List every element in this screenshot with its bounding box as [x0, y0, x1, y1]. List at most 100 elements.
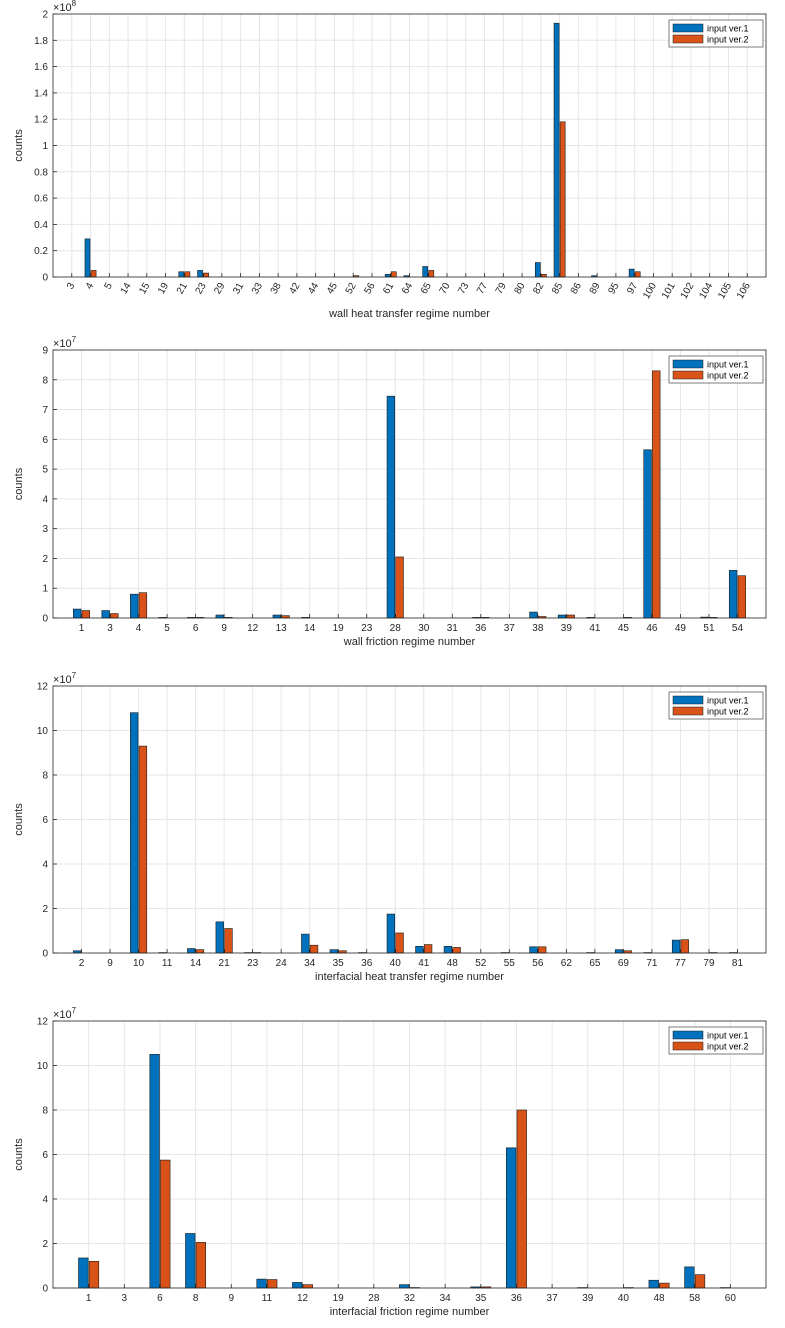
x-tick-label: 23 — [361, 623, 373, 634]
x-tick-label: 41 — [418, 958, 430, 969]
x-tick-label: 8 — [193, 1293, 199, 1304]
x-tick-label: 69 — [618, 958, 630, 969]
x-tick-label: 11 — [162, 958, 173, 969]
x-tick-label: 56 — [362, 281, 377, 297]
bar-input-ver2 — [138, 745, 148, 954]
x-tick-label: 37 — [547, 1293, 559, 1304]
x-tick-label: 86 — [569, 281, 584, 297]
legend-swatch-ver2 — [672, 1041, 704, 1051]
legend-label-ver1: input ver.1 — [707, 360, 749, 370]
y-tick-label: 4 — [42, 494, 48, 505]
x-tick-label: 42 — [287, 281, 302, 297]
y-tick-label: 0 — [42, 949, 48, 960]
x-tick-label: 39 — [582, 1293, 594, 1304]
x-tick-label: 82 — [531, 281, 546, 297]
x-tick-label: 35 — [475, 1293, 487, 1304]
x-tick-label: 9 — [228, 1293, 234, 1304]
bar-input-ver2 — [652, 370, 661, 619]
bar-input-ver1 — [130, 712, 139, 954]
bar-input-ver1 — [149, 1054, 160, 1289]
bar-input-ver2 — [395, 932, 404, 954]
bar-input-ver2 — [516, 1109, 527, 1289]
bar-input-ver1 — [534, 262, 541, 278]
y-tick-label: 0.4 — [34, 220, 48, 231]
x-tick-label: 9 — [107, 958, 113, 969]
x-tick-label: 40 — [390, 958, 402, 969]
y-tick-label: 1.6 — [34, 62, 48, 73]
x-tick-label: 28 — [368, 1293, 380, 1304]
legend-swatch-ver1 — [672, 23, 704, 33]
x-tick-label: 65 — [589, 958, 601, 969]
bar-input-ver1 — [529, 946, 538, 954]
legend-swatch-ver2 — [672, 706, 704, 716]
x-tick-label: 77 — [675, 958, 687, 969]
bar-input-ver2 — [224, 928, 233, 954]
x-tick-label: 36 — [361, 958, 373, 969]
bar-input-ver1 — [614, 949, 624, 954]
x-tick-label: 79 — [494, 281, 509, 297]
x-tick-label: 3 — [107, 623, 113, 634]
bar-input-ver2 — [184, 271, 191, 278]
legend-label-ver2: input ver.2 — [707, 707, 749, 717]
x-tick-label: 4 — [84, 281, 97, 292]
x-tick-label: 36 — [475, 623, 487, 634]
x-tick-label: 70 — [438, 281, 453, 297]
bar-input-ver1 — [643, 449, 652, 619]
y-exponent-label: ×107 — [53, 1006, 77, 1021]
x-tick-label: 5 — [164, 623, 170, 634]
bar-input-ver2 — [423, 944, 433, 954]
bar-input-ver1 — [78, 1257, 89, 1289]
legend-swatch-ver2 — [672, 370, 704, 380]
x-tick-label: 52 — [344, 281, 359, 297]
x-tick-label: 12 — [297, 1293, 309, 1304]
x-tick-label: 105 — [716, 281, 734, 301]
x-tick-label: 15 — [137, 281, 152, 297]
bar-input-ver1 — [553, 22, 560, 278]
y-tick-label: 7 — [42, 405, 48, 416]
x-tick-label: 38 — [532, 623, 544, 634]
x-tick-label: 31 — [447, 623, 459, 634]
x-tick-label: 5 — [103, 281, 116, 292]
x-tick-label: 56 — [532, 958, 544, 969]
bar-input-ver2 — [538, 946, 547, 954]
bar-input-ver2 — [559, 121, 566, 278]
chart-1: 00.20.40.60.811.21.41.61.823 4 5 14 15 19 21 23… — [13, 0, 767, 320]
bar-input-ver1 — [648, 1279, 659, 1289]
x-tick-label: 52 — [475, 958, 487, 969]
y-tick-label: 10 — [37, 726, 49, 737]
bar-input-ver1 — [386, 913, 396, 954]
x-tick-label: 14 — [119, 281, 134, 297]
x-tick-label: 95 — [606, 281, 621, 297]
x-tick-label: 102 — [679, 281, 697, 301]
x-tick-label: 89 — [588, 281, 603, 297]
bar-input-ver1 — [443, 946, 453, 954]
y-tick-label: 0.6 — [34, 194, 48, 205]
bar-input-ver2 — [659, 1282, 670, 1289]
x-tick-label: 40 — [618, 1293, 630, 1304]
bar-input-ver2 — [395, 556, 404, 619]
x-tick-label: 33 — [250, 281, 265, 297]
x-axis-label: wall heat transfer regime number — [328, 308, 490, 320]
x-tick-label: 54 — [732, 623, 744, 634]
x-tick-label: 64 — [400, 281, 415, 297]
x-tick-label: 13 — [276, 623, 288, 634]
x-tick-label: 48 — [447, 958, 459, 969]
bar-input-ver1 — [529, 611, 538, 619]
x-tick-label: 65 — [419, 281, 434, 297]
y-tick-label: 0.2 — [34, 246, 48, 257]
x-tick-label: 30 — [418, 623, 430, 634]
y-tick-label: 2 — [42, 904, 48, 915]
y-tick-label: 12 — [37, 682, 49, 693]
bar-input-ver2 — [267, 1279, 278, 1289]
bar-input-ver1 — [84, 238, 91, 278]
x-tick-label: 24 — [276, 958, 288, 969]
y-tick-label: 9 — [42, 346, 48, 357]
y-axis-label: counts — [13, 467, 25, 500]
y-tick-label: 12 — [37, 1017, 49, 1028]
x-tick-label: 34 — [440, 1293, 452, 1304]
x-tick-label: 48 — [653, 1293, 665, 1304]
x-tick-label: 51 — [703, 623, 715, 634]
